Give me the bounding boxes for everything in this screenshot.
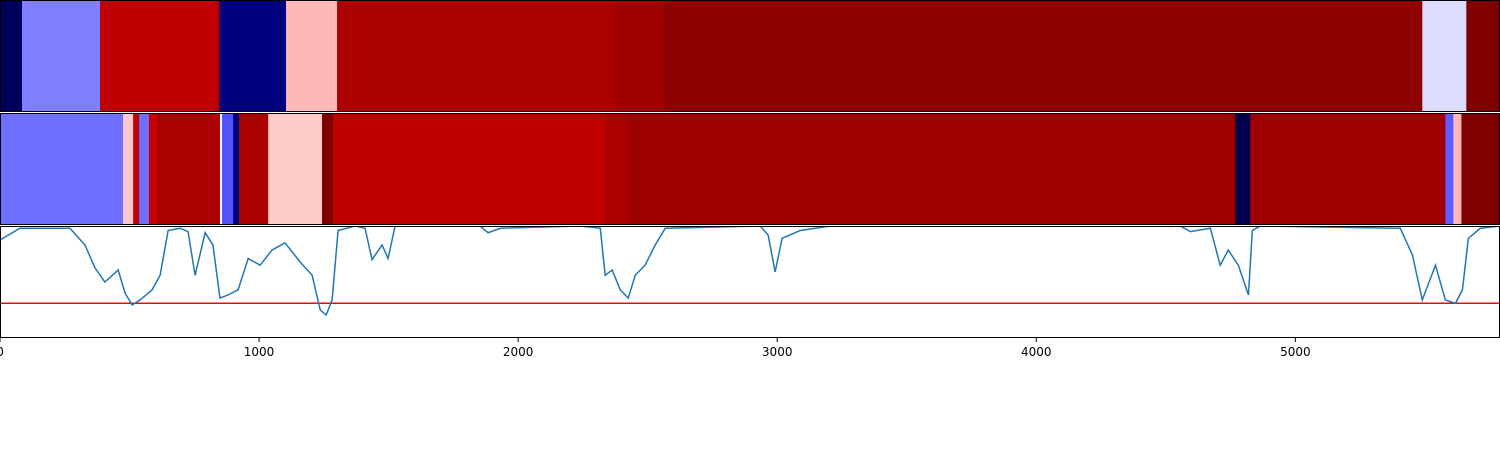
x-tick-label: 0 bbox=[0, 345, 4, 359]
heatmap-cell bbox=[222, 113, 234, 225]
plot-area bbox=[0, 226, 1500, 317]
heatmap-cell bbox=[1250, 113, 1446, 225]
heatmap-cell bbox=[156, 113, 221, 225]
heatmap-cell bbox=[1235, 113, 1251, 225]
heatmap-cell bbox=[337, 0, 616, 112]
x-tick-label: 3000 bbox=[762, 345, 793, 359]
axes-frame bbox=[0, 226, 1500, 338]
heatmap-cell bbox=[286, 0, 338, 112]
heatmap-cell bbox=[219, 113, 223, 225]
heatmap-cell bbox=[239, 113, 269, 225]
heatmap-cell bbox=[615, 0, 665, 112]
x-tick-label: 2000 bbox=[503, 345, 534, 359]
heatmap-cell bbox=[627, 113, 1236, 225]
heatmap-cell bbox=[139, 113, 150, 225]
heatmap-cell bbox=[123, 113, 134, 225]
x-tick-label: 5000 bbox=[1280, 345, 1311, 359]
x-tick-label: 4000 bbox=[1021, 345, 1052, 359]
heatmap-cell bbox=[0, 113, 124, 225]
heatmap-cell bbox=[1461, 113, 1500, 225]
heatmap-cell bbox=[1466, 0, 1500, 112]
heatmap-cell bbox=[605, 113, 628, 225]
heatmap-cell bbox=[1422, 0, 1467, 112]
line-series bbox=[0, 226, 1500, 317]
heatmap-cell bbox=[333, 113, 606, 225]
heatmap-cell bbox=[1445, 113, 1454, 225]
x-tick-label: 1000 bbox=[244, 345, 275, 359]
heatmap-cell bbox=[1453, 113, 1462, 225]
heatmap-cell bbox=[148, 113, 158, 225]
heatmap-cell bbox=[322, 113, 334, 225]
heatmap-cell bbox=[664, 0, 1423, 112]
heatmap-cell bbox=[219, 0, 287, 112]
heatmap-cell bbox=[133, 113, 140, 225]
heatmap-cell bbox=[268, 113, 323, 225]
heatmap-cell bbox=[100, 0, 220, 112]
heatmap-cell bbox=[0, 0, 23, 112]
heatmap-cell bbox=[233, 113, 240, 225]
heatmap-cell bbox=[22, 0, 101, 112]
